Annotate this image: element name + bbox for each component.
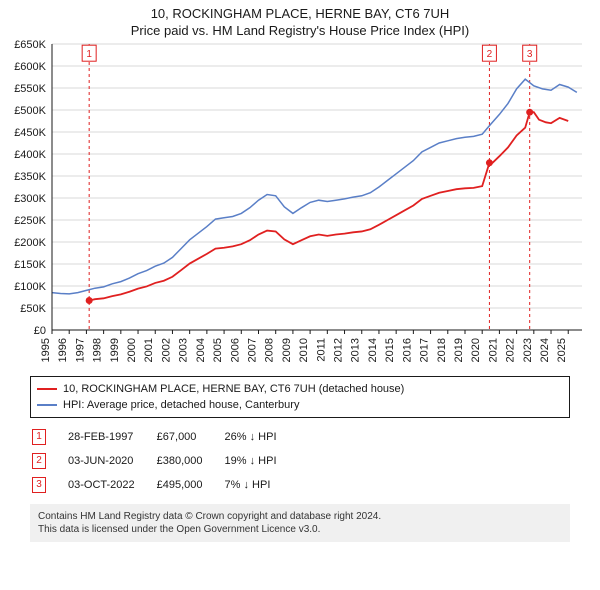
sale-price: £495,000 [157,474,223,496]
svg-text:2022: 2022 [505,338,517,362]
sale-date: 03-JUN-2020 [68,450,155,472]
svg-text:£500K: £500K [14,105,46,117]
svg-text:1995: 1995 [40,338,52,362]
svg-text:2004: 2004 [195,338,207,362]
svg-text:2009: 2009 [281,338,293,362]
legend-swatch [37,388,57,390]
svg-text:2025: 2025 [556,338,568,362]
svg-text:£650K: £650K [14,39,46,51]
sale-delta: 26% ↓ HPI [225,426,297,448]
legend-item: HPI: Average price, detached house, Cant… [37,397,563,413]
marker-badge: 3 [32,477,46,493]
svg-text:2018: 2018 [436,338,448,362]
svg-text:2006: 2006 [229,338,241,362]
svg-text:2: 2 [487,49,493,60]
svg-text:£550K: £550K [14,83,46,95]
svg-text:£400K: £400K [14,149,46,161]
svg-text:£200K: £200K [14,237,46,249]
footer-line: Contains HM Land Registry data © Crown c… [38,510,562,523]
sale-delta: 7% ↓ HPI [225,474,297,496]
marker-badge: 2 [32,453,46,469]
svg-text:£350K: £350K [14,171,46,183]
sale-date: 03-OCT-2022 [68,474,155,496]
svg-text:£450K: £450K [14,127,46,139]
svg-text:1998: 1998 [92,338,104,362]
chart-title: 10, ROCKINGHAM PLACE, HERNE BAY, CT6 7UH [0,0,600,21]
table-row: 3 03-OCT-2022 £495,000 7% ↓ HPI [32,474,297,496]
svg-text:£600K: £600K [14,61,46,73]
svg-text:2023: 2023 [522,338,534,362]
svg-text:2005: 2005 [212,338,224,362]
svg-text:1: 1 [86,49,92,60]
svg-text:2010: 2010 [298,338,310,362]
chart-subtitle: Price paid vs. HM Land Registry's House … [0,23,600,38]
svg-text:2024: 2024 [539,338,551,362]
svg-text:£250K: £250K [14,215,46,227]
svg-text:2002: 2002 [160,338,172,362]
svg-text:2007: 2007 [246,338,258,362]
svg-text:1996: 1996 [57,338,69,362]
table-row: 1 28-FEB-1997 £67,000 26% ↓ HPI [32,426,297,448]
svg-text:£0: £0 [34,325,46,337]
svg-text:2001: 2001 [143,338,155,362]
svg-text:2016: 2016 [401,338,413,362]
sale-price: £67,000 [157,426,223,448]
svg-text:2000: 2000 [126,338,138,362]
legend-label: HPI: Average price, detached house, Cant… [63,397,299,413]
legend-item: 10, ROCKINGHAM PLACE, HERNE BAY, CT6 7UH… [37,381,563,397]
svg-text:2003: 2003 [178,338,190,362]
sales-table: 1 28-FEB-1997 £67,000 26% ↓ HPI 2 03-JUN… [30,424,299,498]
table-row: 2 03-JUN-2020 £380,000 19% ↓ HPI [32,450,297,472]
svg-text:2019: 2019 [453,338,465,362]
svg-text:£300K: £300K [14,193,46,205]
svg-text:£50K: £50K [20,303,46,315]
svg-text:£100K: £100K [14,281,46,293]
svg-text:£150K: £150K [14,259,46,271]
sale-delta: 19% ↓ HPI [225,450,297,472]
footer-line: This data is licensed under the Open Gov… [38,523,562,536]
footer: Contains HM Land Registry data © Crown c… [30,504,570,542]
price-chart: £0 £50K £100K £150K £200K £250K £300K £350K £400… [0,38,600,372]
svg-text:2020: 2020 [470,338,482,362]
sale-price: £380,000 [157,450,223,472]
svg-text:2011: 2011 [315,338,327,362]
svg-text:3: 3 [527,49,533,60]
svg-text:2015: 2015 [384,338,396,362]
legend-swatch [37,404,57,406]
sale-date: 28-FEB-1997 [68,426,155,448]
svg-text:2014: 2014 [367,338,379,362]
svg-text:1999: 1999 [109,338,121,362]
legend-label: 10, ROCKINGHAM PLACE, HERNE BAY, CT6 7UH… [63,381,404,397]
svg-text:2013: 2013 [350,338,362,362]
marker-badge: 1 [32,429,46,445]
svg-text:2012: 2012 [333,338,345,362]
svg-text:2017: 2017 [419,338,431,362]
legend: 10, ROCKINGHAM PLACE, HERNE BAY, CT6 7UH… [30,376,570,418]
svg-text:1997: 1997 [74,338,86,362]
svg-text:2008: 2008 [264,338,276,362]
svg-text:2021: 2021 [487,338,499,362]
